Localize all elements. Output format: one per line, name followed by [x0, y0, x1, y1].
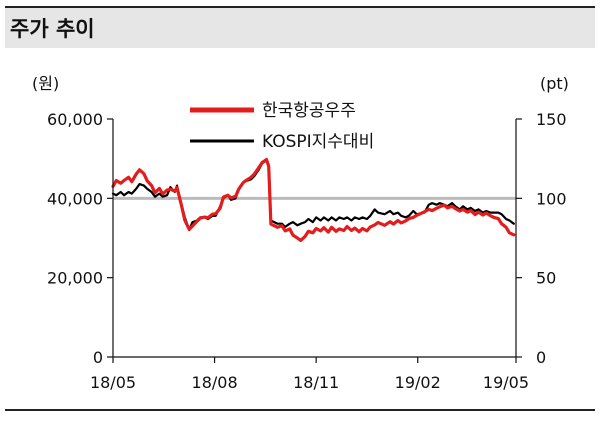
series-line-kai: [111, 157, 516, 242]
y-left-unit-label: (원): [32, 74, 59, 93]
x-tick-label: 18/08: [192, 373, 238, 392]
x-tick-label: 18/11: [293, 373, 339, 392]
y-right-unit-label: (pt): [540, 74, 569, 93]
header-top-rule: [5, 6, 595, 8]
header-bar: 주가 추이: [0, 0, 600, 48]
x-tick-label: 18/05: [90, 373, 136, 392]
y-left-tick-label: 20,000: [47, 269, 103, 288]
y-left-tick-label: 40,000: [47, 189, 103, 208]
header-band: [5, 8, 595, 48]
x-tick-label: 19/05: [483, 373, 529, 392]
y-left-tick-label: 60,000: [47, 110, 103, 129]
page-title: 주가 추이: [10, 17, 95, 41]
y-right-tick-label: 100: [536, 189, 567, 208]
y-right-tick-label: 0: [536, 348, 546, 367]
legend: 한국항공우주 KOSPI지수대비: [190, 101, 374, 152]
y-right-tick-label: 50: [536, 269, 556, 288]
bottom-rule: [5, 409, 595, 411]
series-group: [111, 157, 516, 242]
tick-labels-group: 0 20,000 40,000 60,000 0 50 100 150 18/05 18/08 18…: [32, 74, 569, 392]
series-line-kospi-relative: [111, 159, 515, 232]
legend-label-kai: 한국항공우주: [262, 101, 356, 121]
legend-label-kospi-relative: KOSPI지수대비: [262, 132, 374, 152]
x-tick-label: 19/02: [395, 373, 441, 392]
axes-group: [107, 118, 522, 363]
y-left-tick-label: 0: [93, 348, 103, 367]
y-right-tick-label: 150: [536, 110, 567, 129]
